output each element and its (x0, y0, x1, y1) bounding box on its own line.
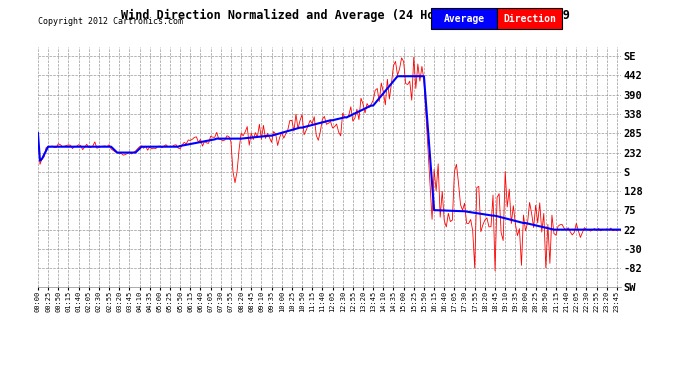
Text: Wind Direction Normalized and Average (24 Hours) (New) 20120929: Wind Direction Normalized and Average (2… (121, 9, 569, 22)
Text: Average: Average (444, 13, 484, 24)
Text: Direction: Direction (503, 13, 556, 24)
Text: Copyright 2012 Cartronics.com: Copyright 2012 Cartronics.com (38, 17, 183, 26)
